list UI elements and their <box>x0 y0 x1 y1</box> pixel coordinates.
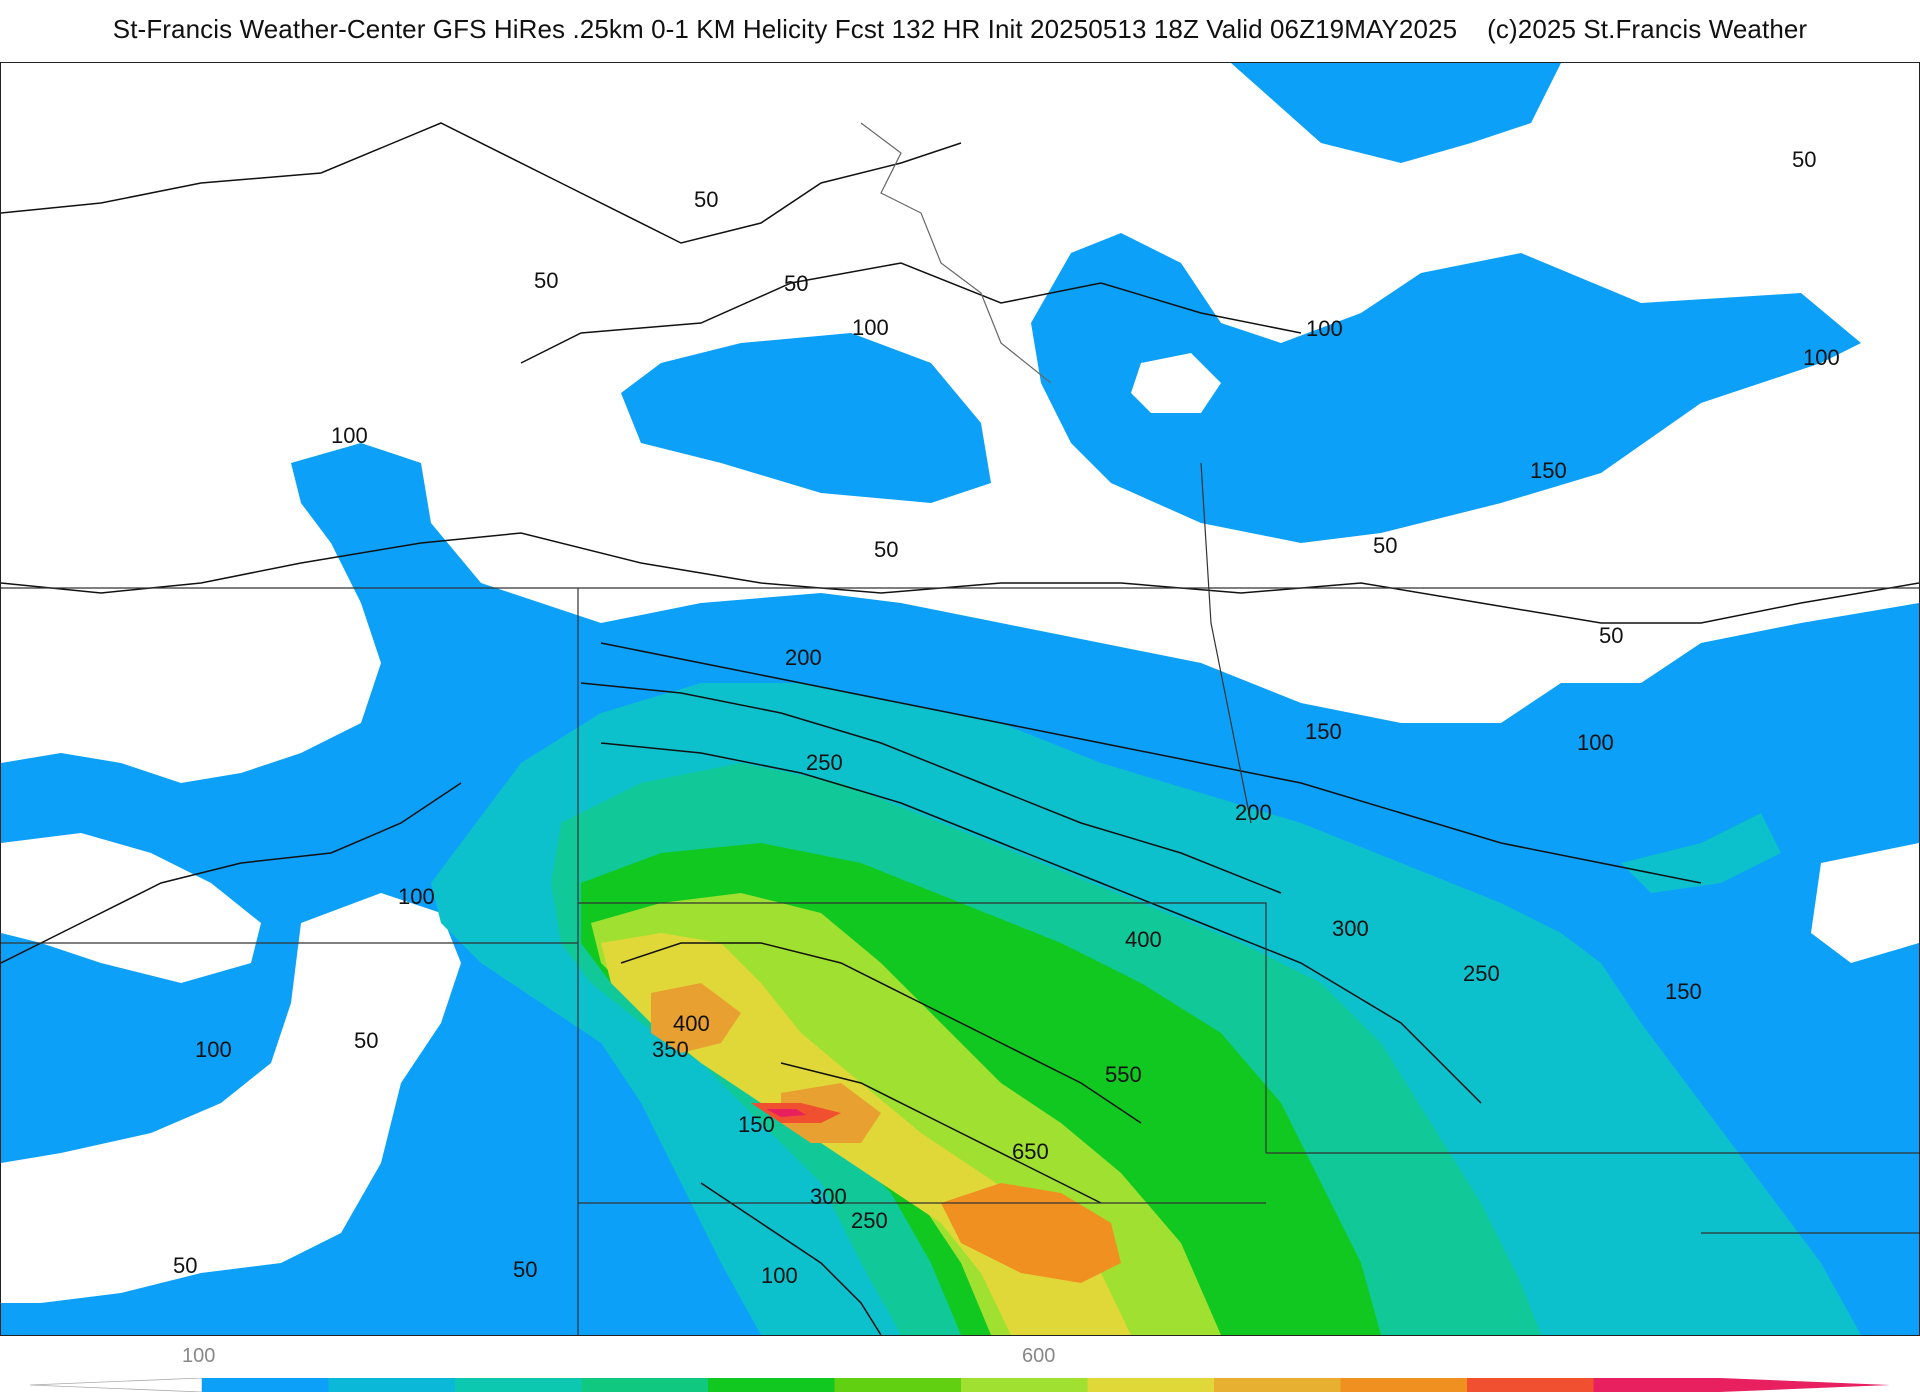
state-border-horizontal-2 <box>578 902 1267 1153</box>
fill-orange-center <box>941 1183 1121 1283</box>
contour-label: 550 <box>1105 1062 1142 1087</box>
contour-label: 400 <box>673 1011 710 1036</box>
contour-label: 50 <box>513 1257 537 1282</box>
colorbar-segment <box>834 1378 962 1392</box>
contour-50-main <box>1 532 1919 624</box>
colorbar-segment <box>1593 1378 1721 1392</box>
contour-label: 650 <box>1012 1139 1049 1164</box>
contour-label: 250 <box>1463 961 1500 986</box>
fill-hole-west <box>1 833 261 983</box>
contour-label: 50 <box>694 187 718 212</box>
colorbar-segment <box>455 1378 582 1392</box>
contour-label-layer: 50 50 50 50 50 50 50 50 50 50 100 100 10… <box>173 147 1840 1288</box>
colorbar-segment <box>1340 1378 1468 1392</box>
contour-label: 50 <box>1599 623 1623 648</box>
contour-label: 50 <box>784 271 808 296</box>
contour-label: 300 <box>1332 916 1369 941</box>
contour-label: 50 <box>874 537 898 562</box>
contour-label: 150 <box>738 1112 775 1137</box>
contour-label: 250 <box>851 1208 888 1233</box>
fill-north-east-band <box>1231 63 1561 163</box>
contour-200 <box>580 682 1282 894</box>
colorbar-segment <box>202 1378 329 1392</box>
contour-label: 50 <box>354 1028 378 1053</box>
map-canvas: 50 50 50 50 50 50 50 50 50 50 100 100 10… <box>1 63 1919 1335</box>
map-title: St-Francis Weather-Center GFS HiRes .25k… <box>0 14 1920 45</box>
fill-orange <box>651 983 741 1053</box>
colorbar-segment <box>708 1378 835 1392</box>
map-title-text: St-Francis Weather-Center GFS HiRes .25k… <box>112 14 1458 44</box>
contour-300 <box>700 1182 882 1335</box>
contour-550 <box>780 1062 1102 1204</box>
colorbar-segment <box>581 1378 709 1392</box>
colorbar-segment <box>1214 1378 1341 1392</box>
contour-label: 100 <box>1306 316 1343 341</box>
contour-label: 200 <box>1235 800 1272 825</box>
contour-100 <box>1 782 462 964</box>
helicity-fill-layer <box>1 63 1919 1335</box>
colorbar-segments <box>202 1378 1721 1392</box>
contour-label: 400 <box>1125 927 1162 952</box>
contour-label: 50 <box>1792 147 1816 172</box>
contour-400 <box>620 942 1142 1124</box>
contour-label: 350 <box>652 1037 689 1062</box>
contour-label: 100 <box>852 315 889 340</box>
contour-150 <box>600 642 1702 884</box>
fill-hole-southwest <box>1 893 461 1303</box>
contour-label: 100 <box>331 423 368 448</box>
copyright-text: (c)2025 St.Francis Weather <box>1487 14 1808 44</box>
helicity-map: 50 50 50 50 50 50 50 50 50 50 100 100 10… <box>0 62 1920 1336</box>
contour-label: 50 <box>173 1253 197 1278</box>
fill-north-east-blob <box>1031 233 1861 543</box>
colorbar-segment <box>1467 1378 1594 1392</box>
contour-label: 200 <box>785 645 822 670</box>
contour-label: 100 <box>1577 730 1614 755</box>
contour-label: 50 <box>1373 533 1397 558</box>
colorbar-tick-label: 600 <box>1022 1345 1056 1367</box>
contour-label: 50 <box>534 268 558 293</box>
colorbar <box>30 1378 1890 1392</box>
colorbar-tick-label: 100 <box>182 1345 216 1367</box>
colorbar-right-arrow <box>1720 1378 1890 1392</box>
contour-label: 250 <box>806 750 843 775</box>
boundary-lines <box>1 122 1919 1335</box>
colorbar-left-arrow <box>30 1378 203 1392</box>
contour-label: 300 <box>810 1184 847 1209</box>
contour-label: 100 <box>761 1263 798 1288</box>
fill-hole-northeast <box>1131 353 1221 413</box>
colorbar-segment <box>1087 1378 1215 1392</box>
contour-label: 100 <box>1803 345 1840 370</box>
colorbar-segment <box>961 1378 1088 1392</box>
fill-teal-east <box>1621 813 1781 893</box>
contour-50-mid <box>520 262 1302 364</box>
coastline-north <box>860 122 1052 384</box>
contour-label: 150 <box>1665 979 1702 1004</box>
contour-label: 100 <box>195 1037 232 1062</box>
contour-label: 100 <box>398 884 435 909</box>
fill-hole-far-east <box>1811 843 1919 963</box>
contour-50-north <box>1 122 962 244</box>
contour-label: 150 <box>1305 719 1342 744</box>
contour-label: 150 <box>1530 458 1567 483</box>
colorbar-segment <box>328 1378 456 1392</box>
state-border-vertical-east <box>1200 462 1252 824</box>
contour-250 <box>600 742 1482 1104</box>
fill-north-center-blob <box>621 333 991 503</box>
fill-magenta-core <box>766 1109 806 1117</box>
